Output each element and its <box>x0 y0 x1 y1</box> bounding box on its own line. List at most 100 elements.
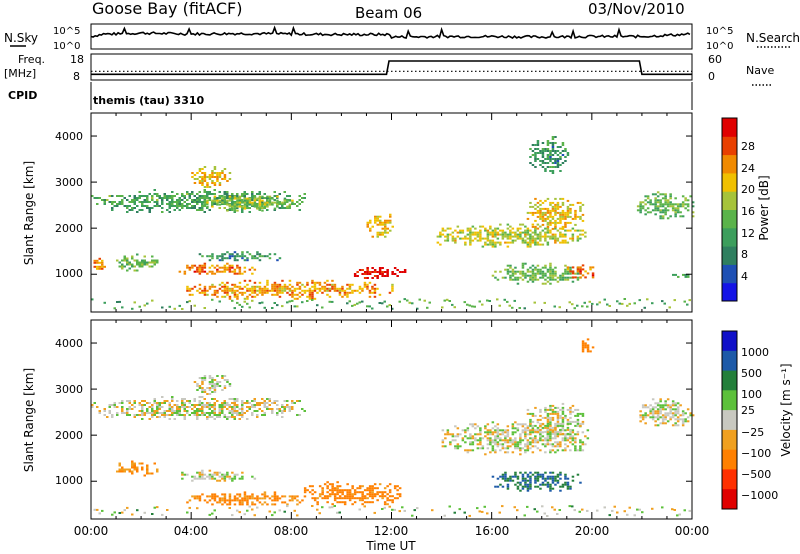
power-cell <box>583 301 586 304</box>
power-cell <box>564 278 567 281</box>
power-cell <box>121 263 124 266</box>
power-cell <box>534 233 537 236</box>
velocity-cell <box>549 431 552 434</box>
velocity-cell <box>216 471 219 474</box>
power-cell <box>98 265 101 268</box>
power-cell <box>338 287 342 290</box>
power-cell <box>466 233 470 236</box>
velocity-cell <box>273 402 276 404</box>
power-cell <box>208 285 212 288</box>
power-cell <box>494 241 497 244</box>
power-cell <box>556 237 560 240</box>
power-cell <box>241 209 244 211</box>
power-cell <box>238 291 242 294</box>
velocity-cell <box>206 495 209 498</box>
power-cell <box>556 203 560 206</box>
velocity-cell <box>251 404 254 406</box>
velocity-cell <box>526 439 530 442</box>
velocity-cell <box>246 501 249 504</box>
velocity-cell <box>126 410 129 412</box>
velocity-cell <box>554 483 557 486</box>
velocity-cell <box>571 443 575 446</box>
velocity-cell <box>511 427 515 430</box>
power-cell <box>261 209 264 212</box>
power-cell <box>226 257 229 260</box>
power-cell <box>389 229 392 232</box>
velocity-cell <box>343 497 347 500</box>
velocity-cell <box>203 499 207 502</box>
velocity-cell <box>514 421 517 424</box>
velocity-cell <box>338 501 342 504</box>
velocity-cell <box>674 404 677 407</box>
power-cell <box>564 233 567 236</box>
power-cell <box>684 199 687 202</box>
velocity-cell <box>361 499 364 502</box>
velocity-cell <box>208 499 212 502</box>
velocity-cell <box>146 402 149 404</box>
velocity-cell <box>373 511 376 514</box>
power-cell <box>256 293 259 296</box>
velocity-cell <box>276 414 279 416</box>
velocity-cell <box>228 503 232 506</box>
power-cell <box>263 193 266 195</box>
velocity-cell <box>328 489 332 492</box>
power-cell <box>639 211 642 214</box>
velocity-cell <box>171 414 174 416</box>
power-cell <box>471 233 475 236</box>
power-cell <box>546 144 550 146</box>
power-cell <box>551 138 555 140</box>
velocity-cell <box>456 447 460 450</box>
power-cell <box>544 264 547 267</box>
velocity-cell <box>569 412 572 415</box>
power-cell <box>491 239 495 242</box>
xtick-0800: 08:00 <box>274 524 309 538</box>
power-cell <box>258 285 262 288</box>
velocity-cell <box>266 406 269 408</box>
power-cell <box>183 201 186 203</box>
velocity-cell <box>511 433 515 436</box>
velocity-cell <box>251 414 254 416</box>
velocity-cell <box>526 426 530 429</box>
velocity-cell <box>561 439 565 442</box>
velocity-cell <box>306 489 309 492</box>
velocity-cell <box>534 414 537 417</box>
power-cell <box>371 287 374 290</box>
velocity-cell <box>671 508 674 511</box>
velocity-cell <box>664 408 667 411</box>
power-cell <box>231 291 234 294</box>
power-cell <box>554 274 557 277</box>
power-cell <box>369 227 372 230</box>
power-cell <box>141 261 144 264</box>
power-cell <box>226 287 229 290</box>
velocity-cell <box>131 404 134 406</box>
velocity-cell <box>116 412 119 414</box>
power-cell <box>469 243 472 246</box>
power-cell <box>263 287 267 290</box>
power-cell <box>216 178 219 180</box>
velocity-cell <box>206 402 209 404</box>
velocity-cell <box>444 437 447 440</box>
power-cell <box>266 281 269 284</box>
power-cell <box>223 203 226 205</box>
velocity-cell <box>486 443 490 446</box>
power-cell <box>549 229 552 232</box>
power-cell <box>236 203 239 205</box>
power-cell <box>489 227 492 230</box>
velocity-cell <box>208 381 212 383</box>
power-cell <box>233 268 237 271</box>
power-cell <box>539 235 542 238</box>
velocity-cell <box>544 410 547 413</box>
velocity-cell <box>208 473 212 476</box>
power-cell <box>571 280 575 283</box>
power-cell <box>236 199 239 202</box>
velocity-cell <box>579 449 582 452</box>
velocity-cell <box>233 406 236 408</box>
power-cell <box>203 180 207 182</box>
velocity-cell <box>223 400 226 402</box>
velocity-cell <box>188 506 191 509</box>
power-cell <box>446 227 450 230</box>
power-cell <box>441 227 445 230</box>
power-cell <box>529 233 532 236</box>
power-cell <box>581 233 585 236</box>
power-colorbar-swatch <box>722 136 737 156</box>
